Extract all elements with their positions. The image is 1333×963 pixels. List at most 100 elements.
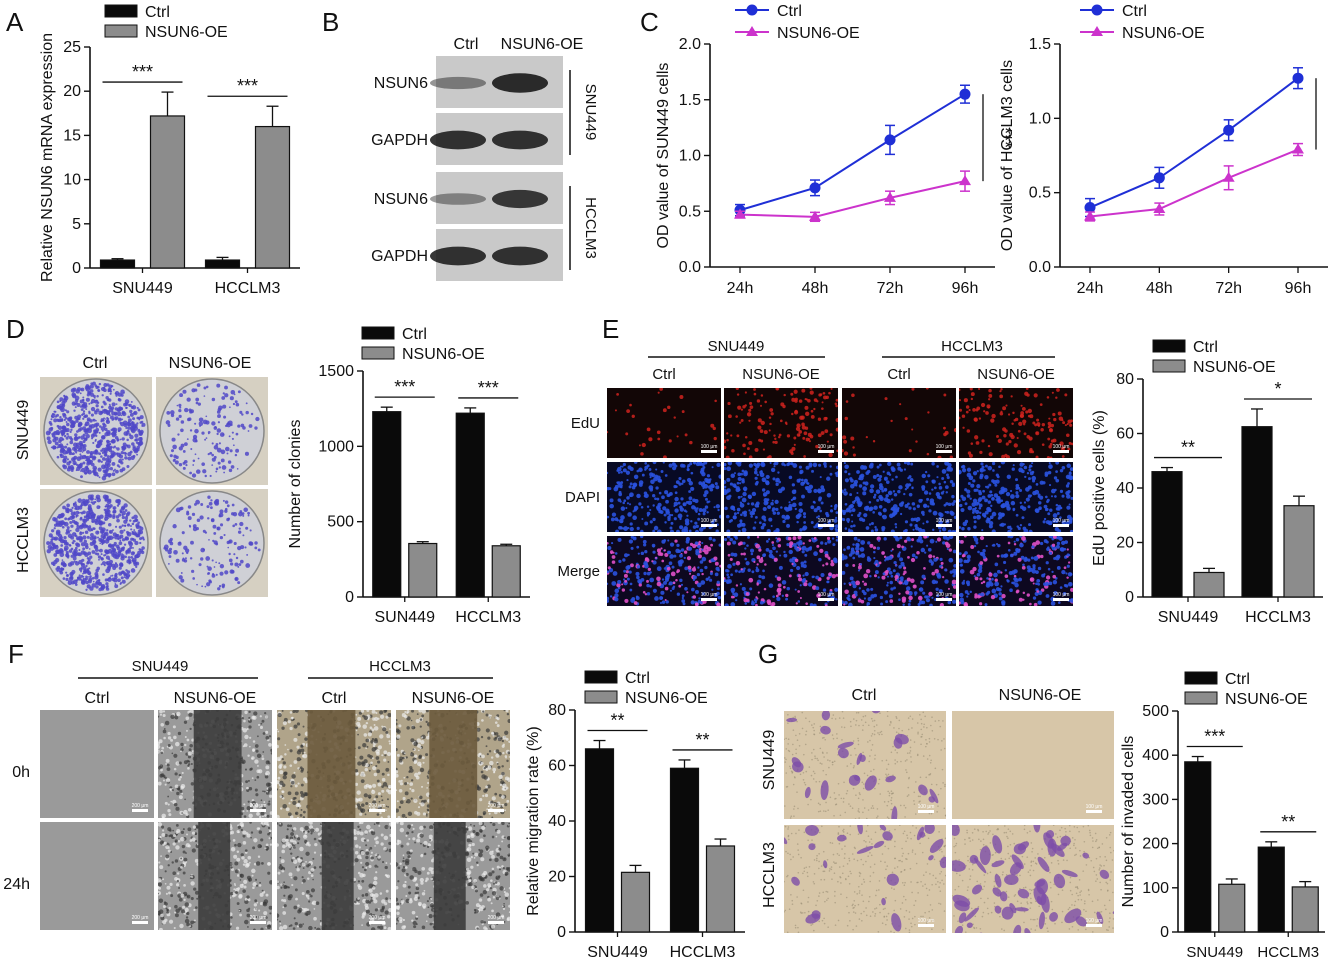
edu-image-2-2-dot [873, 593, 877, 598]
edu-image-2-1-dot [735, 584, 739, 587]
colony-image-hcclm3-ctrl-colony [68, 549, 73, 553]
edu-image-1-2-dot [847, 472, 851, 476]
edu-row-label-0: EdU [571, 415, 600, 432]
edu-image-2-2-dot [886, 584, 889, 587]
edu-image-1-0-dot [698, 508, 703, 513]
wound-image-0-1-cell [173, 753, 178, 758]
colony-image-hcclm3-ctrl-colony [61, 561, 66, 566]
colony-image-snu449-oe-texture [159, 378, 265, 484]
panel-d-y-tick-label: 500 [327, 514, 354, 531]
edu-image-1-2-dot [928, 509, 932, 513]
colony-image-hcclm3-ctrl-colony [76, 543, 81, 548]
edu-image-2-0-dot [680, 583, 684, 586]
edu-image-1-3-dot [1055, 478, 1060, 483]
colony-image-hcclm3-ctrl-colony [99, 542, 102, 545]
colony-image-hcclm3-ctrl-colony [114, 510, 117, 512]
edu-image-2-1-dot [742, 541, 746, 545]
edu-image-1-1-dot [792, 496, 797, 500]
edu-image-2-2-dot [857, 538, 861, 542]
wound-image-0-1-cell [254, 788, 258, 792]
colony-image-snu449-ctrl-colony [84, 455, 87, 458]
colony-image-hcclm3-ctrl-colony [116, 504, 120, 507]
edu-image-0-1-dot [756, 399, 761, 403]
colony-image-snu449-ctrl-colony [108, 414, 111, 417]
edu-image-2-1-dot [726, 536, 731, 539]
colony-image-hcclm3-oe-colony [232, 524, 235, 528]
colony-image-snu449-ctrl-colony [92, 418, 96, 422]
colony-image-hcclm3-oe-colony [228, 558, 233, 563]
edu-image-1-0-dot [705, 480, 708, 483]
edu-image-0-2-dot [911, 428, 914, 431]
colony-image-snu449-ctrl-colony [106, 439, 110, 444]
edu-image-0-0-dot [629, 403, 632, 407]
edu-image-1-1-dot [786, 463, 790, 467]
colony-image-hcclm3-oe-colony [243, 507, 248, 512]
edu-image-2-2-dot [886, 575, 890, 578]
edu-image-2-3-dot [976, 572, 981, 577]
colony-image-snu449-ctrl-colony [123, 423, 128, 428]
edu-image-2-3-dot [1026, 593, 1030, 597]
edu-image-2-3-dot [1022, 563, 1025, 567]
edu-image-1-3-dot [970, 483, 975, 488]
colony-image-snu449-ctrl-colony [108, 440, 111, 443]
colony-image-hcclm3-ctrl-colony [137, 530, 142, 535]
wound-image-0-1-cell [173, 735, 177, 740]
colony-image-snu449-ctrl-colony [61, 425, 67, 430]
colony-image-snu449-ctrl-colony [115, 447, 117, 449]
colony-image-snu449-ctrl-colony [139, 415, 144, 420]
edu-image-1-1-dot [736, 511, 740, 515]
edu-image-0-3-dot [1040, 427, 1044, 432]
colony-image-snu449-oe-colony [209, 474, 212, 478]
colony-image-hcclm3-oe-colony [224, 500, 229, 504]
edu-image-2-0-dot [661, 578, 665, 581]
edu-image-1-1-dot [798, 465, 803, 469]
edu-image-1-1-dot [795, 514, 801, 520]
edu-image-1-2-dot [927, 474, 931, 478]
colony-image-snu449-ctrl-colony [136, 422, 139, 425]
edu-image-2-0-dot [625, 570, 630, 574]
edu-image-1-2-dot [872, 511, 875, 514]
colony-image-snu449-ctrl-colony [95, 404, 99, 408]
colony-image-hcclm3-ctrl-colony [119, 539, 122, 542]
edu-image-2-2-dot [936, 574, 942, 579]
edu-image-2-2-dot [925, 598, 931, 603]
colony-image-snu449-ctrl-colony [127, 426, 131, 430]
edu-image-0-2-dot [844, 416, 849, 421]
edu-image-2-1-dot [739, 583, 743, 586]
edu-image-1-2-dot [927, 505, 930, 508]
edu-image-0-1-dot [823, 395, 827, 400]
colony-image-hcclm3-oe-colony [184, 548, 190, 553]
edu-image-1-0-dot [702, 512, 706, 516]
colony-image-hcclm3-ctrl-colony [46, 541, 50, 545]
colony-image-snu449-ctrl-colony [125, 406, 128, 409]
colony-image-hcclm3-ctrl-colony [109, 562, 113, 566]
edu-image-2-0-dot [629, 588, 633, 592]
edu-image-1-3-dot [1009, 525, 1012, 528]
panel-a-category-label: SNU449 [112, 280, 173, 297]
edu-image-2-1-dot [747, 536, 750, 539]
edu-image-1-1-dot [819, 509, 822, 513]
edu-image-2-2-dot [906, 577, 911, 582]
colony-image-snu449-ctrl-colony [54, 410, 57, 413]
edu-image-1-3-dot [1067, 482, 1070, 485]
edu-image-1-0-dot [658, 478, 663, 483]
edu-image-1-1-dot [801, 494, 805, 499]
colony-image-hcclm3-ctrl-colony [107, 498, 112, 503]
edu-image-1-0-dot [636, 526, 640, 530]
edu-image-1-3-dot [1015, 486, 1019, 490]
edu-image-1-1-dot [748, 509, 751, 512]
panel-c-hcclm3-point-oe [1292, 143, 1304, 154]
edu-image-2-0-dot [676, 592, 680, 596]
edu-image-0-1-dot [727, 414, 732, 419]
edu-image-1-2-dot [868, 507, 873, 512]
colony-image-snu449-ctrl-colony [59, 415, 62, 419]
edu-image-1-0-dot [714, 482, 718, 486]
edu-image-1-0-dot [660, 470, 664, 473]
colony-image-snu449-ctrl-colony [94, 438, 97, 441]
colony-image-hcclm3-oe-colony [218, 584, 222, 588]
colony-image-hcclm3-ctrl-colony [75, 510, 80, 515]
edu-image-2-1-dot [750, 601, 755, 606]
edu-image-0-0-dot [625, 432, 629, 436]
edu-image-1-2-dot [922, 522, 925, 525]
